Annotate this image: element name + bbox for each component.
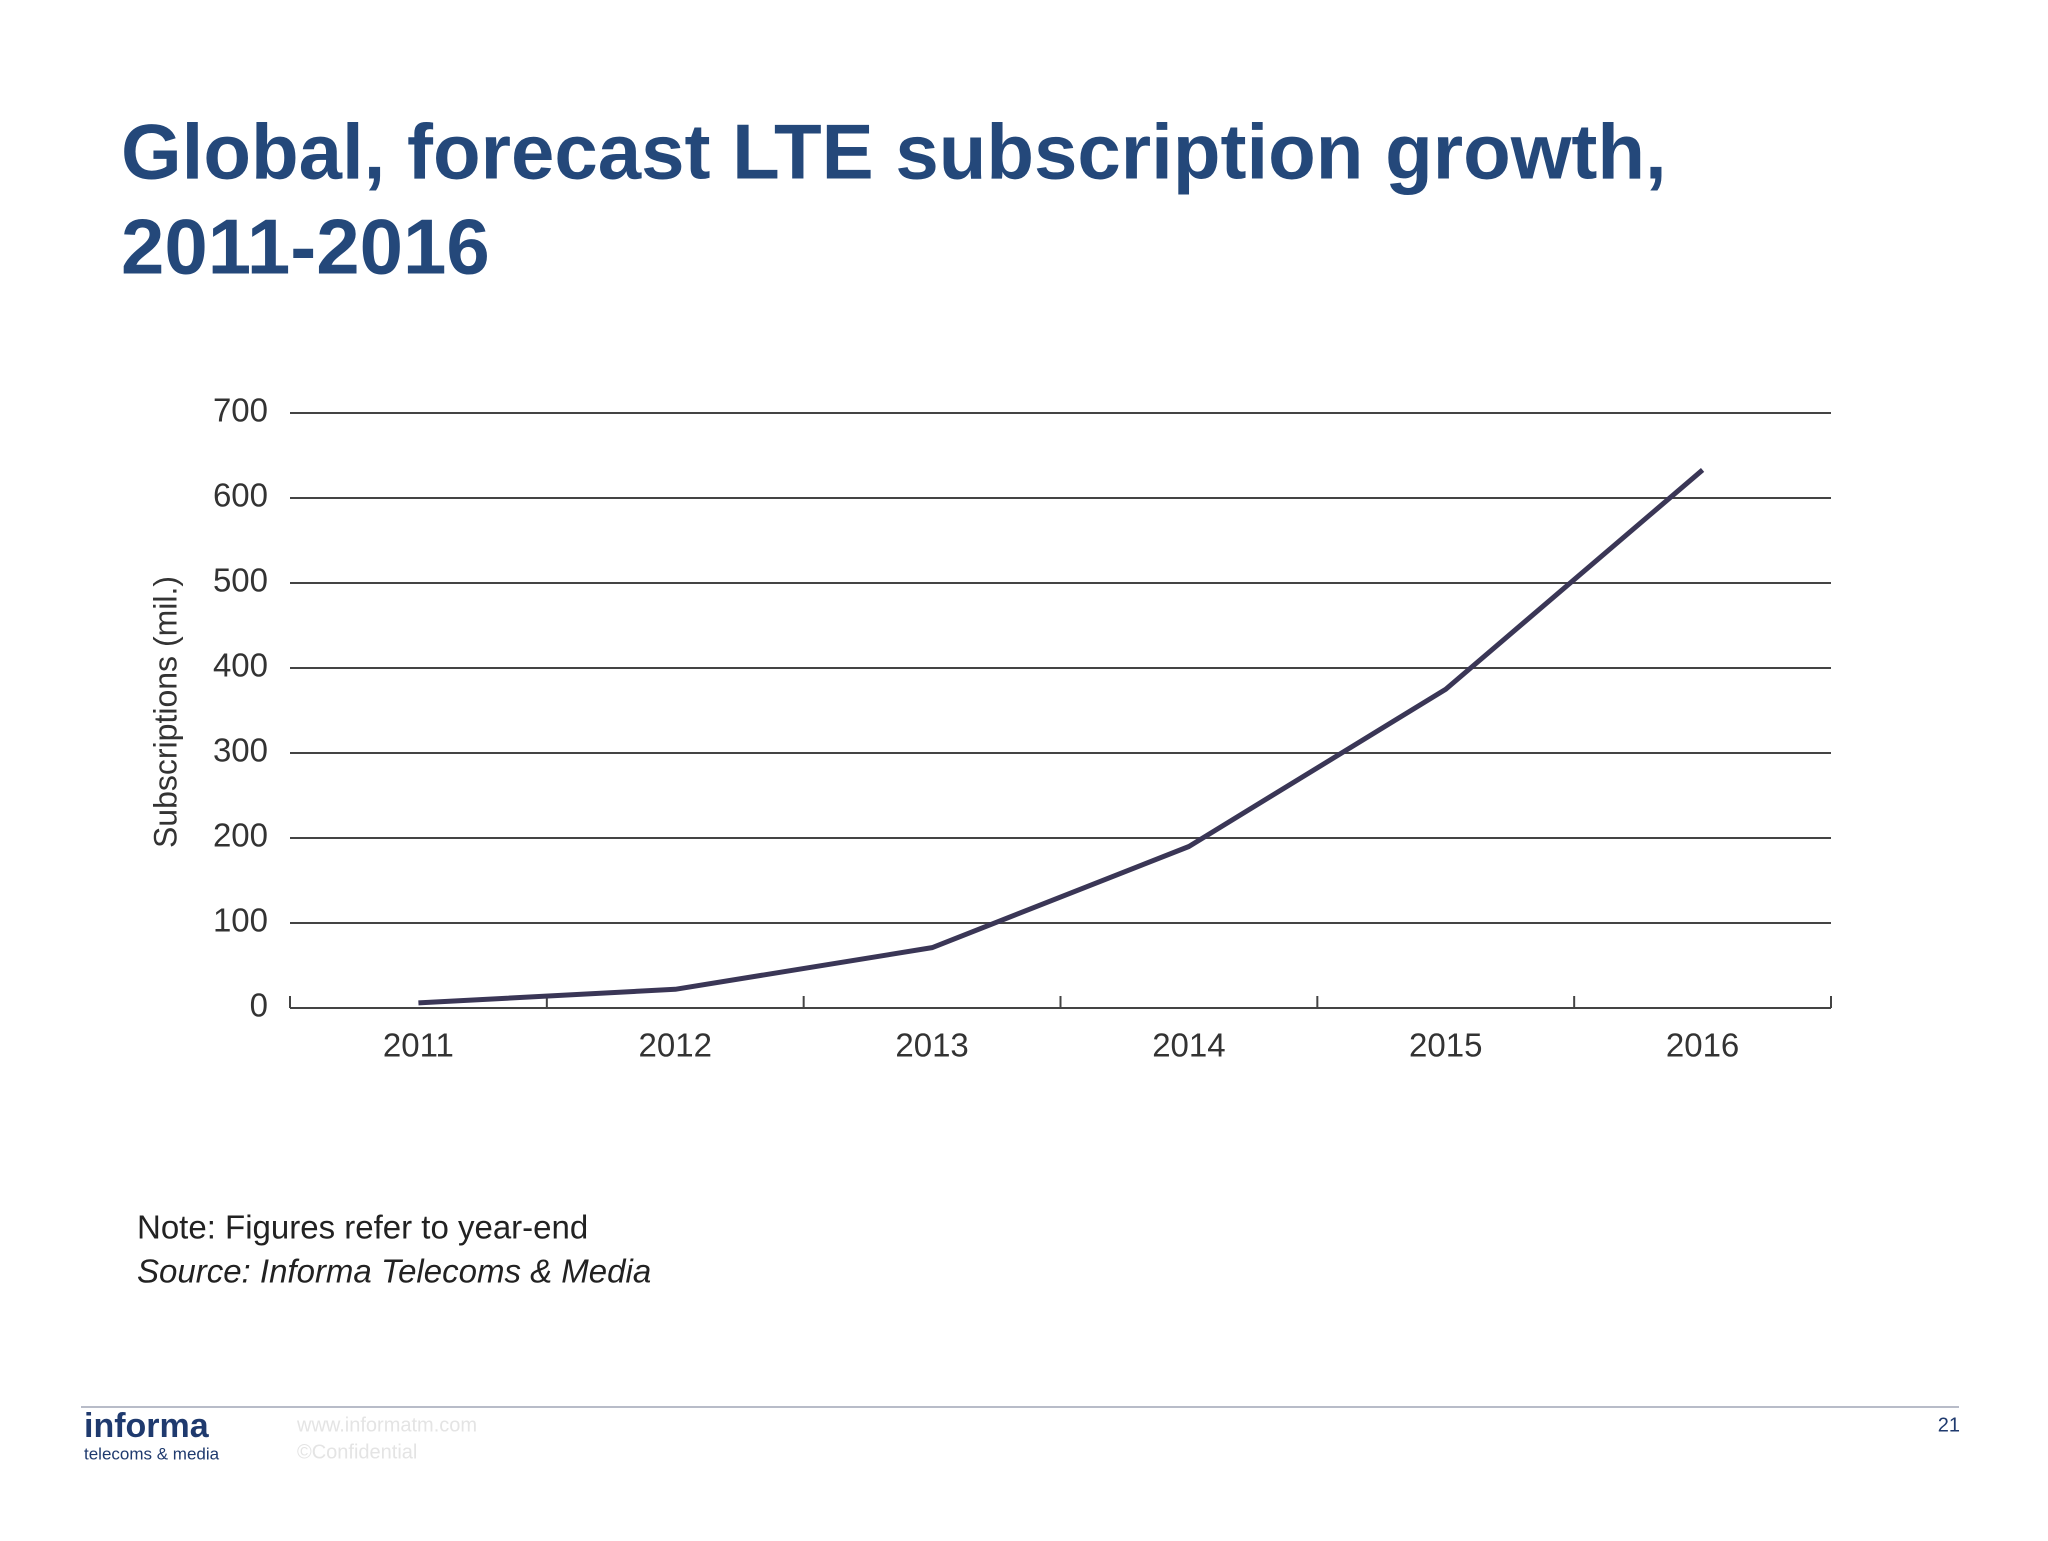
data-line [418,468,1705,1006]
page-number: 21 [1938,1414,1960,1436]
y-tick-label: 500 [213,562,268,599]
y-tick-label: 100 [213,902,268,939]
title: 2011-2016 [121,203,490,291]
title: Global, forecast LTE subscription growth… [121,108,1667,196]
x-tick-label: 2016 [1666,1027,1739,1064]
y-axis-label: Subscriptions (mil.) [147,576,183,848]
x-tick-label: 2013 [895,1027,968,1064]
y-tick-label: 0 [250,987,268,1024]
logo-subtitle: telecoms & media [84,1444,220,1463]
x-tick-label: 2015 [1409,1027,1482,1064]
x-tick-label: 2014 [1152,1027,1225,1064]
url: www.informatm.com [296,1414,477,1436]
logo: informa [84,1407,210,1445]
x-tick-label: 2011 [383,1027,454,1064]
y-tick-label: 600 [213,477,268,514]
y-tick-label: 300 [213,732,268,769]
note: Note: Figures refer to year-end [137,1209,588,1246]
y-tick-label: 200 [213,817,268,854]
x-tick-label: 2012 [639,1027,712,1064]
y-tick-label: 400 [213,647,268,684]
confidential: ©Confidential [297,1441,417,1463]
y-tick-label: 700 [213,392,268,429]
source: Source: Informa Telecoms & Media [137,1253,651,1290]
